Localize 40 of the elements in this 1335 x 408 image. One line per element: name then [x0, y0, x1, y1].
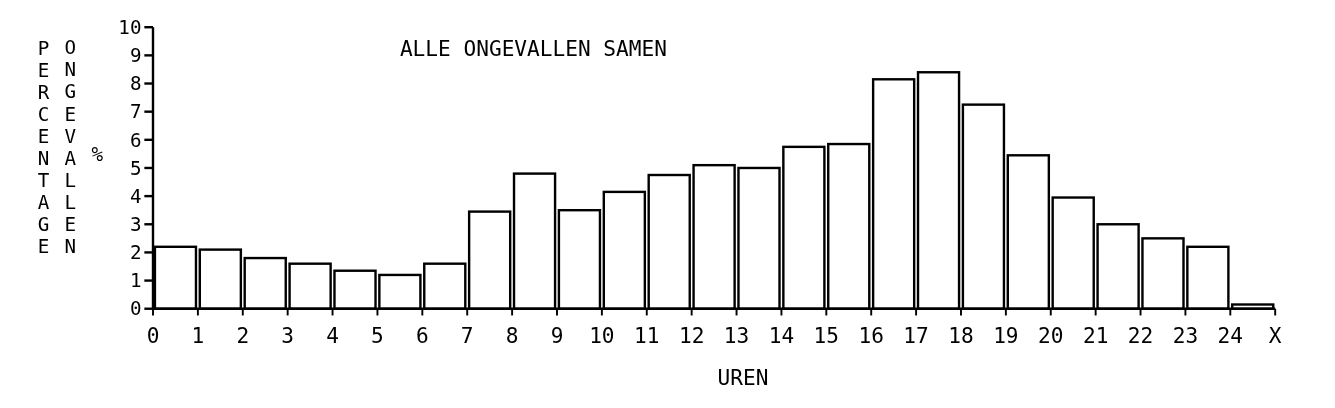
- x-tick-label: 4: [326, 323, 339, 349]
- y-tick-label: 1: [129, 269, 142, 293]
- y-tick-label: 2: [129, 241, 142, 265]
- x-tick-label: 16: [858, 323, 884, 349]
- x-tick-label: 11: [634, 323, 660, 349]
- y-axis-title: PERCENTAGE ONGEVALLEN %: [31, 36, 109, 258]
- x-tick-label: 17: [903, 323, 929, 349]
- x-tick-label: 14: [768, 323, 795, 349]
- y-tick-label: 3: [129, 213, 142, 236]
- x-tick-label: 2: [236, 323, 250, 349]
- y-tick-label: 7: [129, 100, 142, 124]
- x-tick-label: 18: [948, 323, 974, 349]
- x-tick-label: 12: [678, 323, 705, 349]
- y-tick-label: 10: [118, 15, 142, 39]
- x-tick-label: 8: [505, 323, 519, 349]
- y-tick-label: 8: [129, 72, 142, 96]
- x-tick-label: 1: [191, 323, 205, 349]
- x-tick-label: 21: [1082, 323, 1109, 349]
- x-tick-label: 19: [993, 323, 1019, 349]
- x-tick-label: 5: [371, 323, 384, 349]
- x-tick-label: 3: [281, 323, 295, 349]
- y-tick-label: 6: [129, 128, 142, 152]
- x-tick-label: 9: [550, 323, 564, 349]
- x-tick-label: 0: [146, 323, 160, 349]
- x-tick-label: 22: [1127, 323, 1154, 349]
- x-tick-label: 7: [460, 323, 474, 349]
- x-tick-label: 24: [1217, 323, 1244, 349]
- x-tick-label: 6: [415, 323, 429, 349]
- x-axis-title: UREN: [717, 364, 769, 390]
- x-tick-label: X: [1268, 323, 1282, 349]
- y-tick-label: 9: [129, 44, 142, 68]
- y-tick-label: 4: [129, 184, 142, 208]
- x-tick-label: 23: [1172, 323, 1199, 349]
- chart-title: ALLE ONGEVALLEN SAMEN: [399, 36, 667, 62]
- y-tick-label: 5: [129, 156, 142, 180]
- x-tick-label: 10: [589, 323, 615, 349]
- y-tick-label: 0: [129, 297, 142, 321]
- x-tick-label: 15: [813, 323, 840, 349]
- x-tick-label: 13: [723, 323, 750, 349]
- x-tick-label: 20: [1038, 323, 1064, 349]
